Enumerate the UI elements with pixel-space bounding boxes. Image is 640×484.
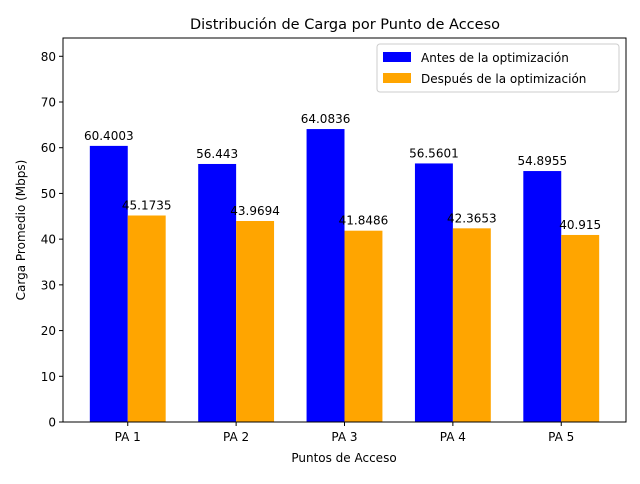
- bar-s1-pa4: [414, 163, 453, 422]
- legend-swatch-1: [383, 52, 411, 62]
- legend-box: [376, 43, 620, 93]
- legend-swatch-2: [383, 73, 411, 83]
- legend-label-2: Después de la optimización: [421, 72, 586, 86]
- y-tick-label: 40: [41, 233, 56, 247]
- data-label-s2-pa5: 40.915: [559, 218, 601, 232]
- data-label-s2-pa1: 45.1735: [122, 198, 172, 212]
- bar-s1-pa2: [198, 163, 237, 422]
- bar-s1-pa5: [523, 171, 562, 422]
- bar-s2-pa2: [236, 220, 275, 422]
- bar-s2-pa5: [561, 234, 600, 422]
- x-tick-label: PA 1: [115, 430, 141, 444]
- y-tick-label: 20: [41, 324, 56, 338]
- y-tick-label: 80: [41, 50, 56, 64]
- x-axis-label: Puntos de Acceso: [291, 451, 396, 465]
- bar-s2-pa4: [452, 228, 491, 422]
- y-tick-label: 10: [41, 370, 56, 384]
- x-tick-label: PA 4: [440, 430, 466, 444]
- data-label-s2-pa3: 41.8486: [339, 214, 389, 228]
- y-tick-label: 30: [41, 278, 56, 292]
- data-label-s1-pa1: 60.4003: [84, 129, 134, 143]
- data-label-s1-pa2: 56.443: [196, 147, 238, 161]
- x-axis: PA 1 PA 2 PA 3 PA 4 PA 5: [115, 422, 574, 444]
- data-label-s2-pa4: 42.3653: [447, 211, 497, 225]
- bars-layer: [89, 129, 600, 423]
- chart-title: Distribución de Carga por Punto de Acces…: [190, 17, 500, 33]
- y-axis: 0 10 20 30 40 50 60 70 80: [41, 50, 63, 430]
- bar-s1-pa3: [306, 129, 345, 423]
- y-tick-label: 0: [48, 416, 56, 430]
- y-tick-label: 70: [41, 96, 56, 110]
- data-labels-layer: 60.4003 56.443 64.0836 56.5601 54.8955 45.173…: [84, 112, 601, 232]
- data-label-s1-pa5: 54.8955: [517, 154, 567, 168]
- bar-s1-pa1: [89, 145, 128, 422]
- data-label-s2-pa2: 43.9694: [230, 204, 280, 218]
- x-tick-label: PA 2: [223, 430, 249, 444]
- legend-label-1: Antes de la optimización: [421, 51, 569, 65]
- y-tick-label: 60: [41, 141, 56, 155]
- bar-s2-pa1: [127, 215, 166, 422]
- x-tick-label: PA 3: [331, 430, 357, 444]
- data-label-s1-pa3: 64.0836: [301, 112, 351, 126]
- legend: Antes de la optimización Después de la op…: [376, 43, 620, 93]
- bar-s2-pa3: [344, 230, 383, 422]
- y-axis-label: Carga Promedio (Mbps): [14, 160, 28, 301]
- data-label-s1-pa4: 56.5601: [409, 146, 459, 160]
- x-tick-label: PA 5: [548, 430, 574, 444]
- y-tick-label: 50: [41, 187, 56, 201]
